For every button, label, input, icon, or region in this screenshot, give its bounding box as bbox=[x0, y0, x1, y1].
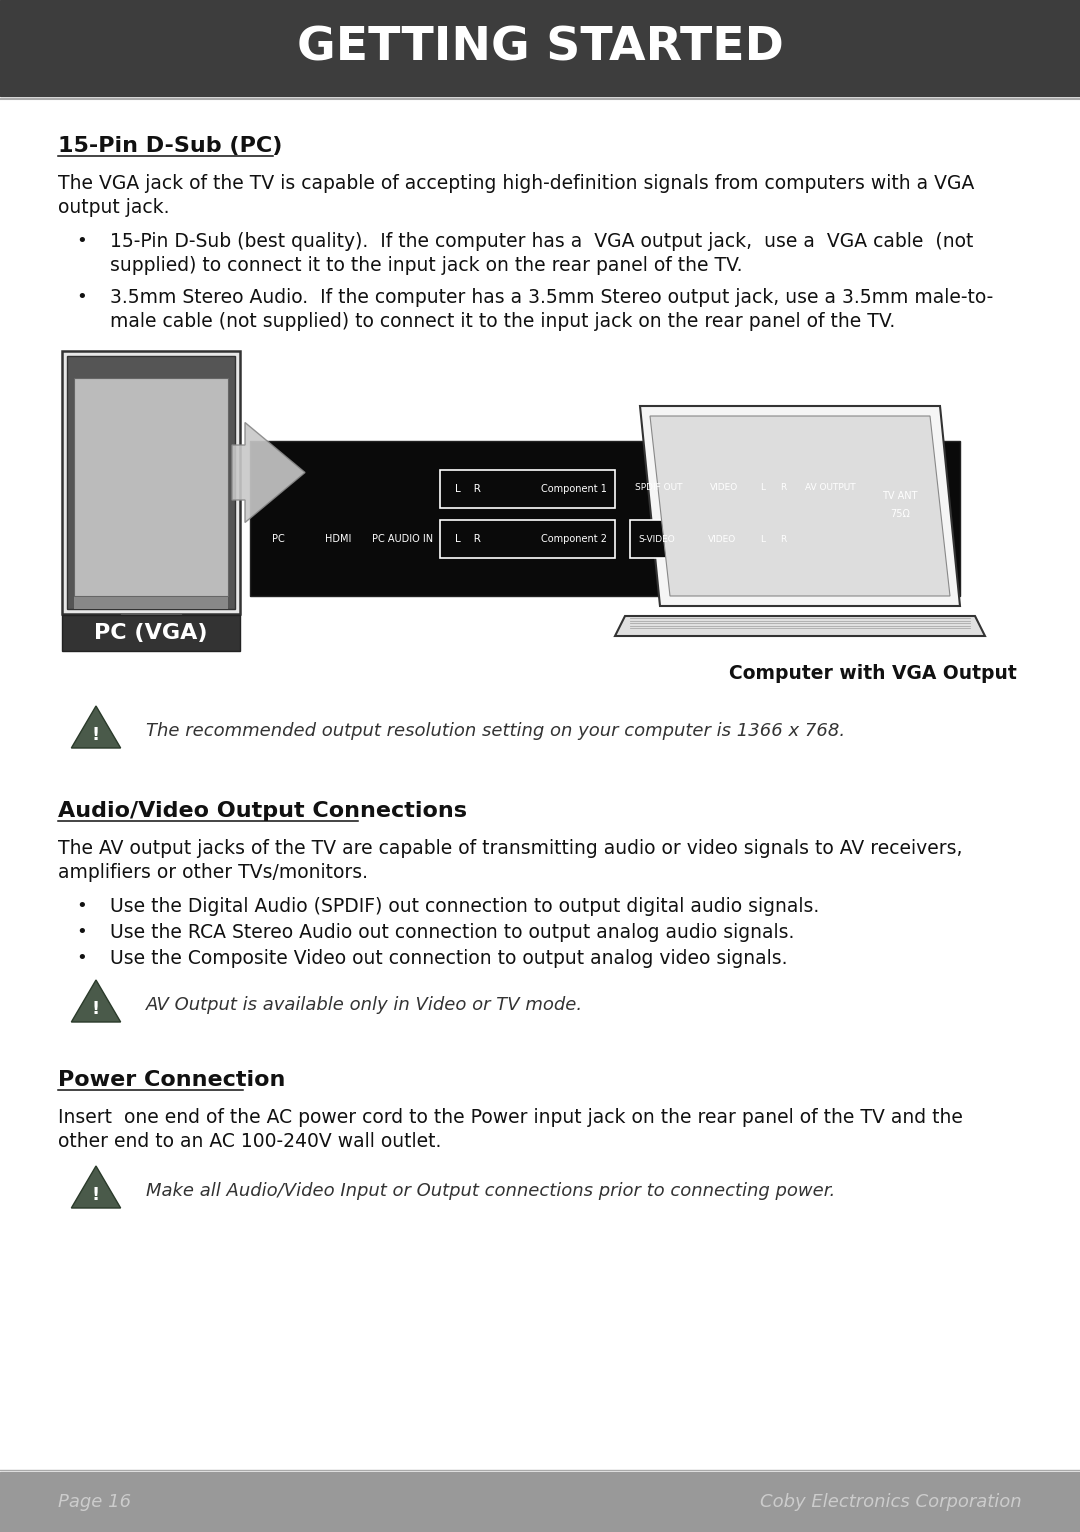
Polygon shape bbox=[71, 1166, 121, 1209]
Bar bbox=[111, 630, 191, 636]
Polygon shape bbox=[71, 980, 121, 1022]
Text: Audio/Video Output Connections: Audio/Video Output Connections bbox=[58, 801, 467, 821]
Text: PC: PC bbox=[272, 535, 284, 544]
Text: HDMI: HDMI bbox=[325, 535, 351, 544]
Polygon shape bbox=[232, 423, 305, 522]
Text: The AV output jacks of the TV are capable of transmitting audio or video signals: The AV output jacks of the TV are capabl… bbox=[58, 840, 962, 858]
Text: !: ! bbox=[92, 1186, 100, 1204]
Polygon shape bbox=[615, 616, 985, 636]
Text: The VGA jack of the TV is capable of accepting high-definition signals from comp: The VGA jack of the TV is capable of acc… bbox=[58, 175, 974, 193]
Bar bbox=[75, 597, 228, 610]
Text: Coby Electronics Corporation: Coby Electronics Corporation bbox=[760, 1494, 1022, 1511]
Text: •: • bbox=[76, 231, 86, 250]
Text: Use the RCA Stereo Audio out connection to output analog audio signals.: Use the RCA Stereo Audio out connection … bbox=[110, 922, 795, 942]
Text: •: • bbox=[76, 898, 86, 915]
Bar bbox=[0, 1472, 1080, 1532]
Text: SPDIF OUT: SPDIF OUT bbox=[635, 484, 683, 492]
Text: PC AUDIO IN: PC AUDIO IN bbox=[373, 535, 433, 544]
Bar bbox=[249, 441, 960, 596]
Text: 15-Pin D-Sub (PC): 15-Pin D-Sub (PC) bbox=[58, 136, 282, 156]
Text: !: ! bbox=[92, 726, 100, 745]
Text: Use the Composite Video out connection to output analog video signals.: Use the Composite Video out connection t… bbox=[110, 948, 787, 968]
Text: output jack.: output jack. bbox=[58, 198, 170, 218]
Bar bbox=[440, 519, 615, 558]
Text: L: L bbox=[760, 484, 765, 492]
Text: •: • bbox=[76, 922, 86, 941]
Text: AV OUTPUT: AV OUTPUT bbox=[805, 484, 855, 492]
Bar bbox=[75, 378, 228, 596]
Text: Make all Audio/Video Input or Output connections prior to connecting power.: Make all Audio/Video Input or Output con… bbox=[146, 1183, 835, 1200]
Text: S-VIDEO: S-VIDEO bbox=[638, 535, 675, 544]
Polygon shape bbox=[71, 706, 121, 748]
Text: GETTING STARTED: GETTING STARTED bbox=[297, 26, 783, 70]
Text: PC (VGA): PC (VGA) bbox=[94, 624, 207, 643]
Text: Page 16: Page 16 bbox=[58, 1494, 131, 1511]
Bar bbox=[121, 614, 181, 633]
Text: •: • bbox=[76, 288, 86, 306]
Text: 3.5mm Stereo Audio.  If the computer has a 3.5mm Stereo output jack, use a 3.5mm: 3.5mm Stereo Audio. If the computer has … bbox=[110, 288, 994, 306]
Text: supplied) to connect it to the input jack on the rear panel of the TV.: supplied) to connect it to the input jac… bbox=[110, 256, 743, 276]
Text: 15-Pin D-Sub (best quality).  If the computer has a  VGA output jack,  use a  VG: 15-Pin D-Sub (best quality). If the comp… bbox=[110, 231, 973, 251]
Polygon shape bbox=[650, 417, 950, 596]
Bar bbox=[440, 470, 615, 509]
Text: R: R bbox=[780, 484, 786, 492]
Text: AV Output is available only in Video or TV mode.: AV Output is available only in Video or … bbox=[146, 996, 583, 1014]
Text: TV ANT: TV ANT bbox=[882, 490, 918, 501]
Text: L: L bbox=[760, 535, 765, 544]
Text: 75Ω: 75Ω bbox=[890, 509, 910, 519]
Text: Computer with VGA Output: Computer with VGA Output bbox=[729, 663, 1017, 683]
Text: Component 2: Component 2 bbox=[541, 535, 607, 544]
Text: R: R bbox=[780, 535, 786, 544]
Text: male cable (not supplied) to connect it to the input jack on the rear panel of t: male cable (not supplied) to connect it … bbox=[110, 313, 895, 331]
Bar bbox=[0, 0, 1080, 97]
Text: The recommended output resolution setting on your computer is 1366 x 768.: The recommended output resolution settin… bbox=[146, 722, 846, 740]
Text: Insert  one end of the AC power cord to the Power input jack on the rear panel o: Insert one end of the AC power cord to t… bbox=[58, 1108, 963, 1128]
Text: other end to an AC 100-240V wall outlet.: other end to an AC 100-240V wall outlet. bbox=[58, 1132, 442, 1151]
Polygon shape bbox=[640, 406, 960, 607]
Text: VIDEO: VIDEO bbox=[708, 535, 737, 544]
Bar bbox=[67, 355, 235, 610]
Text: L    R: L R bbox=[455, 484, 481, 493]
Text: amplifiers or other TVs/monitors.: amplifiers or other TVs/monitors. bbox=[58, 863, 368, 882]
Text: L    R: L R bbox=[455, 535, 481, 544]
Text: •: • bbox=[76, 948, 86, 967]
Text: !: ! bbox=[92, 1000, 100, 1019]
Bar bbox=[62, 614, 240, 651]
Text: VIDEO: VIDEO bbox=[710, 484, 739, 492]
Bar bbox=[62, 351, 240, 614]
Text: Component 1: Component 1 bbox=[541, 484, 607, 493]
Text: Power Connection: Power Connection bbox=[58, 1069, 285, 1089]
Bar bbox=[630, 519, 815, 558]
Text: Use the Digital Audio (SPDIF) out connection to output digital audio signals.: Use the Digital Audio (SPDIF) out connec… bbox=[110, 898, 820, 916]
